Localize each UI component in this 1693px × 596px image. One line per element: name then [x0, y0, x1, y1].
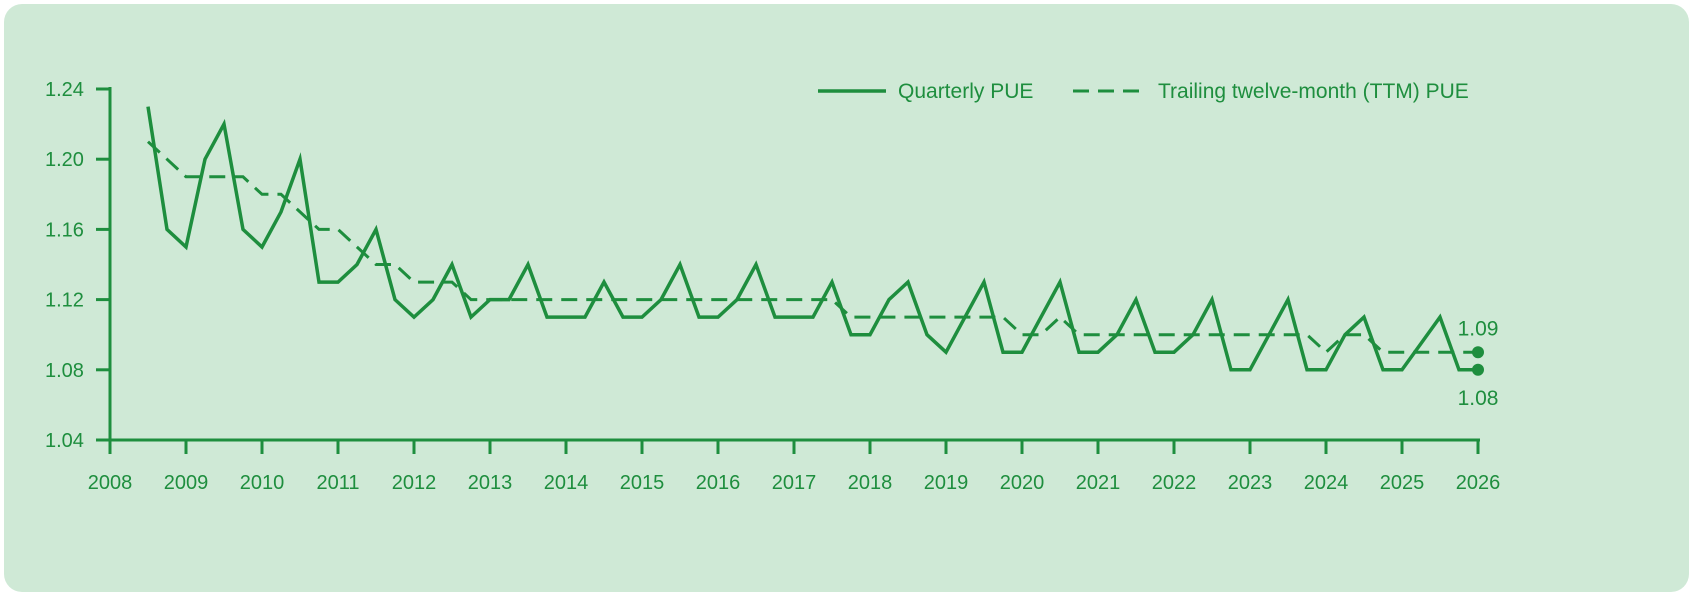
legend-label-ttm: Trailing twelve-month (TTM) PUE: [1158, 80, 1469, 103]
end-marker-dot: [1472, 363, 1484, 376]
x-tick-label: 2011: [316, 472, 359, 494]
end-marker-label: 1.09: [1458, 317, 1499, 340]
x-tick-label: 2018: [848, 472, 893, 494]
end-marker-label: 1.08: [1458, 387, 1499, 410]
ttm-pue-line: [146, 140, 1478, 355]
x-tick-label: 2013: [468, 472, 513, 494]
x-tick-label: 2024: [1304, 472, 1349, 494]
x-tick-label: 2009: [164, 472, 209, 494]
x-tick-label: 2014: [544, 472, 589, 494]
x-tick-label: 2021: [1076, 472, 1121, 494]
x-tick-label: 2026: [1456, 472, 1501, 494]
quarterly-pue-line: [146, 106, 1478, 372]
y-tick-label: 1.12: [45, 290, 84, 312]
y-tick-label: 1.08: [45, 360, 84, 382]
legend: Quarterly PUE Trailing twelve-month (TTM)…: [818, 80, 1469, 103]
chart-card: [4, 4, 1689, 592]
x-tick-label: 2015: [620, 472, 665, 494]
x-tick-label: 2010: [240, 472, 285, 494]
legend-label-quarterly: Quarterly PUE: [898, 80, 1033, 103]
y-axis: 1.04 1.08 1.12 1.16 1.20 1.24: [45, 79, 112, 452]
x-tick-label: 2008: [88, 472, 133, 494]
x-tick-label: 2012: [392, 472, 437, 494]
x-tick-label: 2019: [924, 472, 969, 494]
series-layer: [146, 106, 1478, 372]
y-tick-label: 1.04: [45, 430, 84, 452]
y-tick-label: 1.16: [45, 219, 84, 241]
end-marker-dot: [1472, 346, 1484, 359]
x-tick-label: 2017: [772, 472, 817, 494]
x-axis: 2008 2009 2010 2011 2012 2013 2014 2015 2016 2017…: [88, 438, 1501, 494]
y-tick-label: 1.20: [45, 149, 84, 171]
x-tick-label: 2016: [696, 472, 741, 494]
x-tick-label: 2023: [1228, 472, 1273, 494]
x-tick-label: 2020: [1000, 472, 1045, 494]
x-tick-label: 2025: [1380, 472, 1425, 494]
x-tick-label: 2022: [1152, 472, 1197, 494]
y-tick-label: 1.24: [45, 79, 84, 101]
end-markers: 1.09 1.08: [1458, 317, 1499, 410]
